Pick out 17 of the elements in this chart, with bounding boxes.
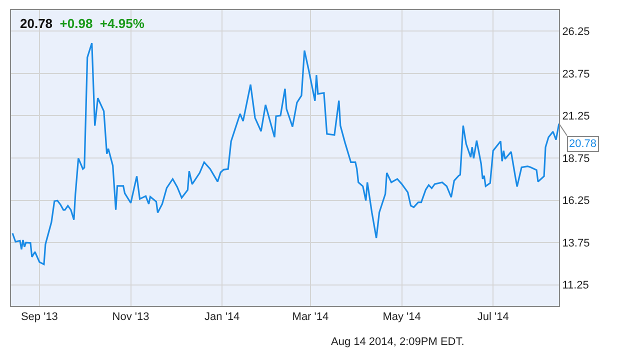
x-tick-label: Jan '14 (204, 311, 240, 324)
y-tick-label: 21.25 (562, 110, 590, 123)
x-tick-label: Jul '14 (477, 311, 509, 324)
x-tick-label: Sep '13 (20, 311, 58, 324)
y-tick-label: 23.75 (562, 68, 590, 80)
line-series (12, 42, 559, 266)
x-tick-label: Nov '13 (112, 311, 150, 324)
annotation: 20.78 (569, 138, 597, 150)
y-tick-label: 13.75 (562, 237, 590, 250)
text: 20.78 +0.98 +4.95% (20, 16, 145, 31)
x-tick-label: Mar '14 (292, 311, 329, 324)
x-tick-label: May '14 (382, 311, 421, 324)
text: Aug 14 2014, 2:09PM EDT. (331, 336, 464, 348)
y-tick-label: 26.25 (562, 26, 590, 38)
y-tick-label: 11.25 (562, 280, 589, 292)
y-tick-label: 18.75 (562, 152, 590, 165)
y-tick-label: 16.25 (562, 195, 590, 208)
